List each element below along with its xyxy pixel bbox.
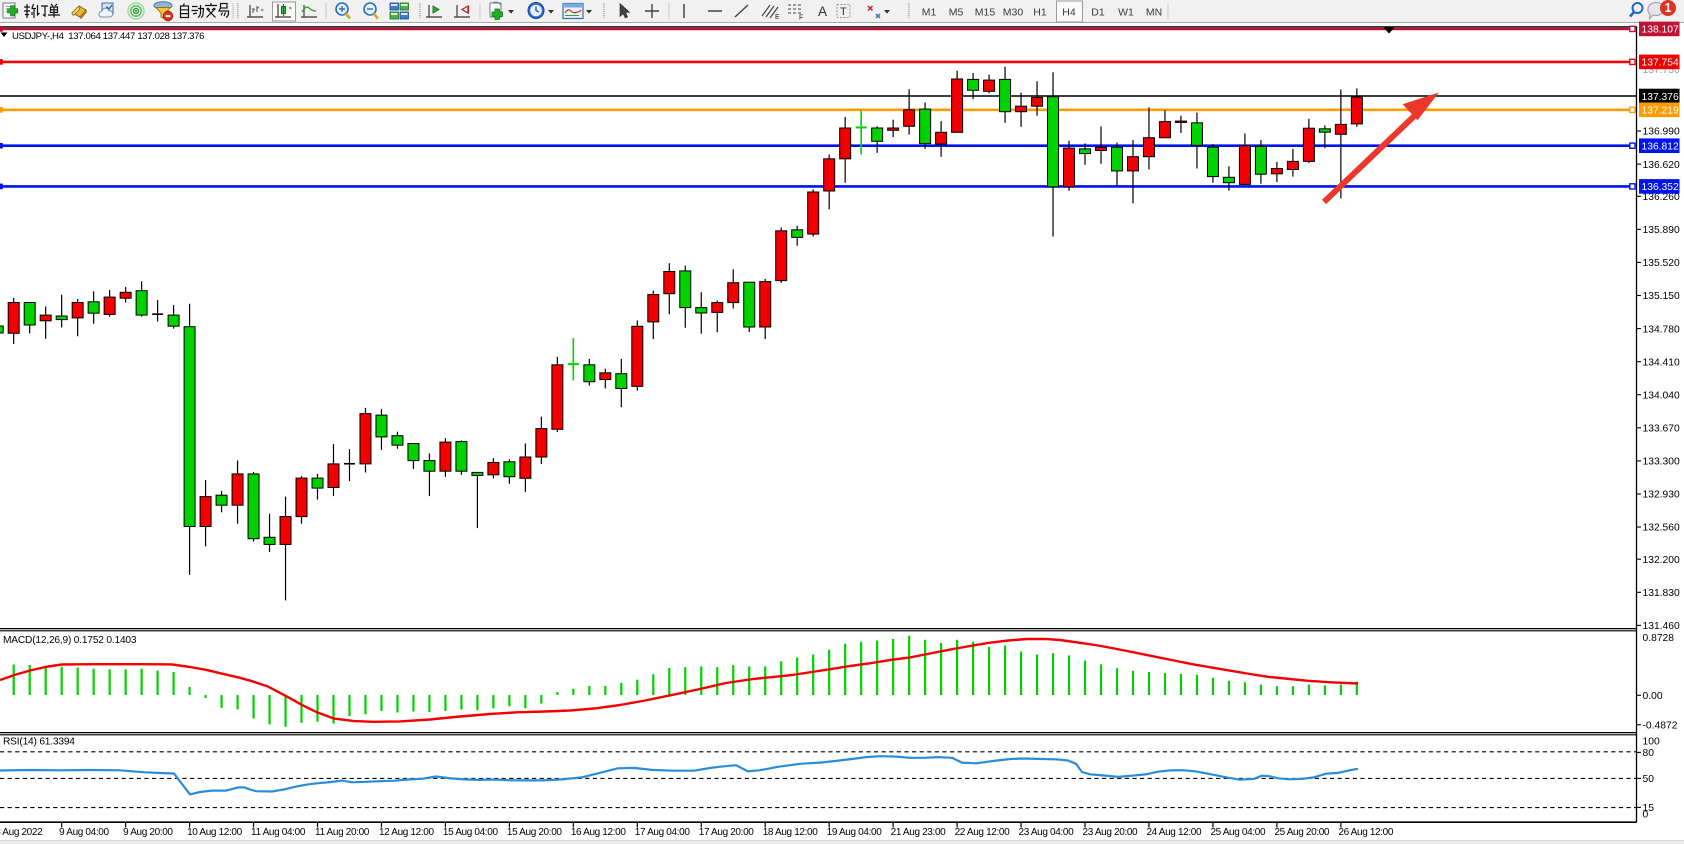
svg-text:USDJPY-,H4 137.064 137.447 13: USDJPY-,H4 137.064 137.447 137.028 137.3… [12,31,204,42]
svg-text:11 Aug 04:00: 11 Aug 04:00 [251,827,306,838]
svg-text:9 Aug 20:00: 9 Aug 20:00 [123,827,173,838]
svg-text:10 Aug 12:00: 10 Aug 12:00 [187,827,243,838]
svg-text:136.260: 136.260 [1643,192,1680,203]
svg-text:135.890: 135.890 [1643,225,1680,236]
svg-text:17 Aug 04:00: 17 Aug 04:00 [635,827,691,838]
svg-text:MACD(12,26,9) 0.1752 0.1403: MACD(12,26,9) 0.1752 0.1403 [3,635,137,646]
svg-text:137.754: 137.754 [1642,58,1679,69]
svg-text:137.750: 137.750 [1643,65,1680,76]
svg-text:21 Aug 23:00: 21 Aug 23:00 [891,827,947,838]
svg-text:9 Aug 04:00: 9 Aug 04:00 [59,827,109,838]
svg-text:136.812: 136.812 [1642,142,1679,153]
svg-text:23 Aug 04:00: 23 Aug 04:00 [1019,827,1075,838]
svg-text:M1: M1 [922,7,937,19]
svg-text:25 Aug 04:00: 25 Aug 04:00 [1210,827,1266,838]
svg-text:12 Aug 12:00: 12 Aug 12:00 [379,827,435,838]
svg-text:80: 80 [1643,748,1655,759]
svg-text:100: 100 [1643,737,1660,748]
svg-text:134.410: 134.410 [1643,357,1680,368]
svg-text:135.520: 135.520 [1643,258,1680,269]
svg-text:15 Aug 20:00: 15 Aug 20:00 [507,827,563,838]
svg-text:135.150: 135.150 [1643,291,1680,302]
svg-text:132.930: 132.930 [1643,490,1680,501]
svg-text:11 Aug 20:00: 11 Aug 20:00 [315,827,370,838]
svg-text:F: F [799,15,803,22]
svg-text:24 Aug 12:00: 24 Aug 12:00 [1146,827,1202,838]
svg-text:132.560: 132.560 [1643,523,1680,534]
svg-text:134.780: 134.780 [1643,324,1680,335]
svg-text:136.352: 136.352 [1642,182,1679,193]
svg-text:137.219: 137.219 [1642,106,1679,117]
svg-text:131.460: 131.460 [1643,621,1680,632]
svg-text:M15: M15 [975,7,996,19]
svg-text:16 Aug 12:00: 16 Aug 12:00 [571,827,627,838]
svg-text:25 Aug 20:00: 25 Aug 20:00 [1274,827,1330,838]
svg-text:H4: H4 [1062,7,1076,19]
svg-text:H1: H1 [1033,7,1047,19]
svg-text:T: T [840,6,847,18]
svg-text:17 Aug 20:00: 17 Aug 20:00 [699,827,755,838]
svg-text:0.8728: 0.8728 [1643,633,1675,644]
svg-text:131.830: 131.830 [1643,588,1680,599]
svg-text:23 Aug 20:00: 23 Aug 20:00 [1083,827,1139,838]
svg-text:26 Aug 12:00: 26 Aug 12:00 [1338,827,1394,838]
svg-text:M30: M30 [1003,7,1024,19]
svg-text:18 Aug 12:00: 18 Aug 12:00 [763,827,819,838]
svg-text:8 Aug 2022: 8 Aug 2022 [0,827,43,838]
svg-text:W1: W1 [1118,7,1134,19]
svg-text:133.670: 133.670 [1643,424,1680,435]
svg-text:19 Aug 04:00: 19 Aug 04:00 [827,827,883,838]
svg-text:136.990: 136.990 [1643,127,1680,138]
svg-text:0.00: 0.00 [1643,691,1663,702]
svg-text:M5: M5 [949,7,964,19]
svg-text:50: 50 [1643,774,1655,785]
svg-text:1: 1 [1665,1,1672,15]
svg-text:137.376: 137.376 [1642,92,1679,103]
svg-text:134.040: 134.040 [1643,390,1680,401]
svg-text:22 Aug 12:00: 22 Aug 12:00 [955,827,1011,838]
svg-text:D1: D1 [1091,7,1105,19]
svg-text:15: 15 [1643,803,1655,814]
svg-text:E: E [775,14,780,21]
svg-text:RSI(14) 61.3394: RSI(14) 61.3394 [3,737,75,748]
svg-text:A: A [818,4,827,19]
svg-text:-0.4872: -0.4872 [1643,720,1678,731]
svg-text:MN: MN [1146,7,1162,19]
svg-text:132.200: 132.200 [1643,555,1680,566]
svg-text:138.107: 138.107 [1642,25,1679,36]
svg-text:133.300: 133.300 [1643,457,1680,468]
svg-text:15 Aug 04:00: 15 Aug 04:00 [443,827,499,838]
svg-text:136.620: 136.620 [1643,160,1680,171]
svg-text:0: 0 [1643,809,1649,820]
